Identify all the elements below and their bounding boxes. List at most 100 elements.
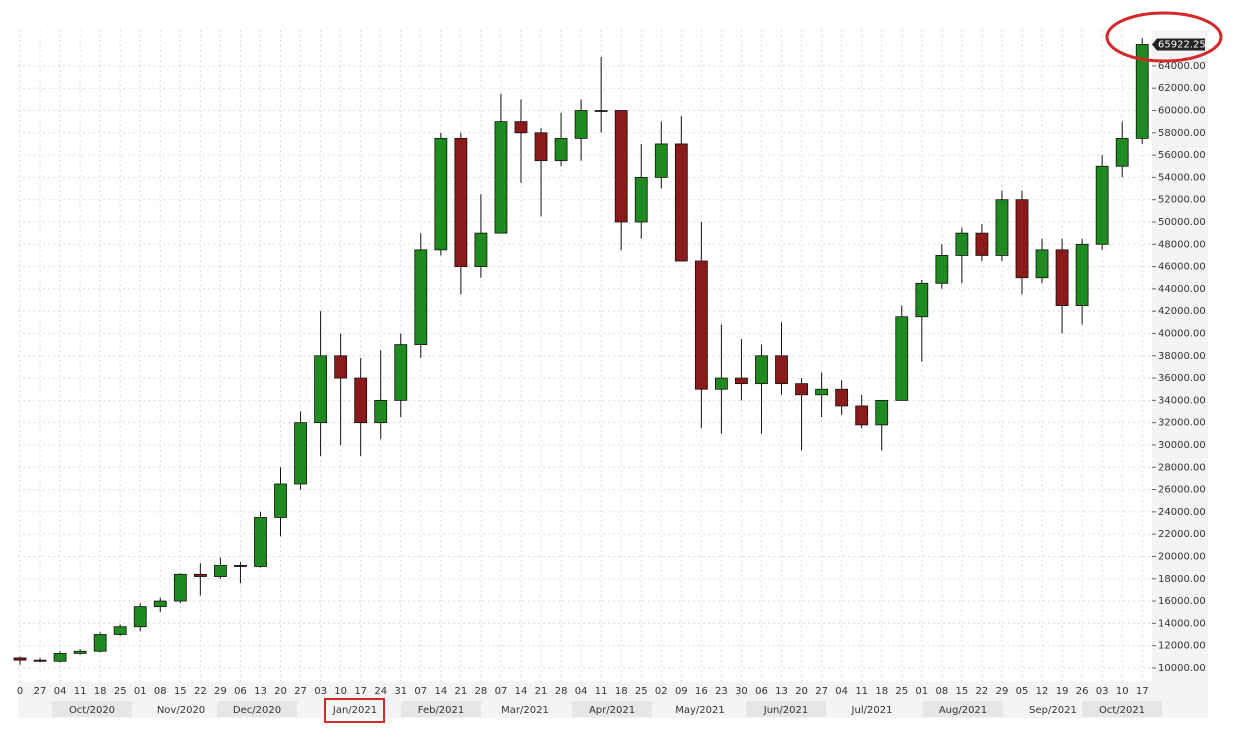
highlight-box (324, 698, 385, 723)
y-tick-label: 22000.00 (1158, 529, 1206, 540)
candle-body (995, 199, 1009, 256)
y-tick-label: 54000.00 (1158, 172, 1206, 183)
x-tick-label: 11 (855, 686, 868, 697)
last-price-tag (1152, 38, 1205, 51)
candle-body (274, 483, 287, 518)
x-tick-label: 20 (795, 686, 808, 697)
y-tick-label: 42000.00 (1158, 306, 1206, 317)
x-tick-label: 07 (414, 686, 427, 697)
month-label: Jun/2021 (763, 705, 808, 716)
candle-body (875, 399, 889, 426)
x-tick-label: 10 (334, 686, 347, 697)
x-tick-label: 07 (495, 686, 508, 697)
x-tick-label: 13 (254, 686, 267, 697)
x-tick-label: 03 (314, 686, 327, 697)
candle-body (434, 137, 448, 251)
month-band (923, 701, 1003, 717)
x-tick-label: 31 (394, 686, 407, 697)
y-tick-label: 52000.00 (1158, 195, 1206, 206)
candle-body (494, 121, 508, 234)
x-tick-label: 14 (434, 686, 447, 697)
candle-body (955, 232, 969, 256)
candle-body (354, 377, 368, 424)
y-tick-label: 40000.00 (1158, 328, 1206, 339)
candle-body (113, 626, 127, 635)
y-tick-label: 10000.00 (1158, 663, 1206, 674)
candle-body (795, 383, 808, 396)
candle-body (33, 659, 47, 662)
candle-body (715, 377, 728, 390)
x-tick-label: 27 (294, 686, 307, 697)
x-tick-label: 10 (1116, 686, 1129, 697)
candle-body (1015, 199, 1029, 279)
y-tick-label: 30000.00 (1158, 440, 1206, 451)
candle-body (213, 564, 227, 577)
x-tick-label: 27 (34, 686, 47, 697)
y-tick-label: 24000.00 (1158, 507, 1206, 518)
candle-body (1115, 137, 1129, 167)
y-tick-label: 20000.00 (1158, 551, 1206, 562)
month-band (217, 701, 297, 717)
x-tick-label: 01 (134, 686, 147, 697)
x-tick-label: 17 (1136, 686, 1149, 697)
candle-body (414, 249, 428, 346)
x-tick-label: 28 (555, 686, 568, 697)
x-tick-label: 08 (154, 686, 167, 697)
candle-body (254, 517, 267, 567)
candle-body (634, 176, 648, 223)
y-tick-label: 48000.00 (1158, 239, 1206, 250)
candle-body (775, 355, 788, 385)
candle-body (755, 355, 768, 385)
x-tick-label: 04 (54, 686, 67, 697)
candle-body (394, 344, 408, 401)
x-tick-label: 14 (515, 686, 528, 697)
y-tick-label: 64000.00 (1158, 61, 1206, 72)
x-tick-label: 30 (735, 686, 748, 697)
y-tick-label: 18000.00 (1158, 574, 1206, 585)
x-tick-label: 19 (1056, 686, 1069, 697)
candle-body (835, 388, 849, 407)
x-tick-label: 25 (635, 686, 648, 697)
y-tick-label: 12000.00 (1158, 641, 1206, 652)
candle-body (975, 232, 989, 256)
x-tick-label: 16 (695, 686, 708, 697)
candle-body (93, 634, 107, 652)
x-tick-label: 06 (755, 686, 768, 697)
y-tick-label: 50000.00 (1158, 217, 1206, 228)
y-tick-label: 26000.00 (1158, 485, 1206, 496)
last-price-label: 65922.25 (1158, 39, 1206, 50)
candle-body (694, 260, 708, 390)
x-tick-label: 15 (956, 686, 969, 697)
month-band (1082, 701, 1162, 717)
month-band (746, 701, 826, 717)
x-tick-label: 0 (17, 686, 23, 697)
month-band (572, 701, 652, 717)
month-label: Oct/2020 (69, 705, 115, 716)
y-tick-label: 56000.00 (1158, 150, 1206, 161)
candle-body (1035, 249, 1049, 279)
x-tick-label: 11 (595, 686, 608, 697)
x-tick-label: 04 (835, 686, 848, 697)
x-tick-label: 27 (815, 686, 828, 697)
candle-body (193, 573, 207, 577)
candle-body (454, 137, 468, 267)
x-tick-label: 08 (935, 686, 948, 697)
x-tick-label: 17 (354, 686, 367, 697)
candle-body (53, 653, 67, 662)
month-label: Jul/2021 (851, 705, 893, 716)
x-tick-label: 18 (875, 686, 888, 697)
month-label: Sep/2021 (1029, 705, 1077, 716)
x-tick-label: 29 (214, 686, 227, 697)
candle-body (654, 143, 668, 178)
x-tick-label: 18 (615, 686, 628, 697)
x-tick-label: 04 (575, 686, 588, 697)
x-tick-label: 25 (895, 686, 908, 697)
candle-body (1135, 44, 1149, 139)
x-tick-label: 12 (1036, 686, 1049, 697)
x-tick-label: 22 (976, 686, 989, 697)
highlight-ellipse (1105, 11, 1223, 63)
y-tick-label: 60000.00 (1158, 105, 1206, 116)
candle-body (173, 573, 187, 602)
candle-body (1075, 243, 1089, 307)
